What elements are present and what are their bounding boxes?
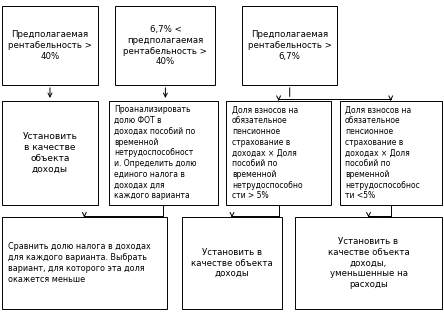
- FancyBboxPatch shape: [115, 6, 215, 85]
- FancyBboxPatch shape: [2, 6, 98, 85]
- FancyBboxPatch shape: [242, 6, 337, 85]
- FancyBboxPatch shape: [226, 101, 331, 205]
- Text: Доля взносов на
обязательное
пенсионное
страхование в
доходах × Доля
пособий по
: Доля взносов на обязательное пенсионное …: [345, 105, 420, 200]
- Text: Сравнить долю налога в доходах
для каждого варианта. Выбрать
вариант, для которо: Сравнить долю налога в доходах для каждо…: [8, 243, 151, 284]
- FancyBboxPatch shape: [109, 101, 218, 205]
- FancyBboxPatch shape: [295, 217, 442, 309]
- Text: 6,7% <
предполагаемая
рентабельность >
40%: 6,7% < предполагаемая рентабельность > 4…: [123, 25, 207, 66]
- FancyBboxPatch shape: [182, 217, 282, 309]
- Text: Предполагаемая
рентабельность >
6,7%: Предполагаемая рентабельность > 6,7%: [248, 31, 332, 61]
- FancyBboxPatch shape: [340, 101, 442, 205]
- Text: Проанализировать
долю ФОТ в
доходах пособий по
временной
нетрудоспособност
и. Оп: Проанализировать долю ФОТ в доходах посо…: [114, 105, 197, 200]
- Text: Предполагаемая
рентабельность >
40%: Предполагаемая рентабельность > 40%: [8, 31, 92, 61]
- Text: Установить в
качестве объекта
доходы: Установить в качестве объекта доходы: [191, 248, 273, 278]
- Text: Доля взносов на
обязательное
пенсионное
страхование в
доходах × Доля
пособий по
: Доля взносов на обязательное пенсионное …: [232, 105, 302, 200]
- Text: Установить
в качестве
объекта
доходы: Установить в качестве объекта доходы: [23, 132, 77, 173]
- FancyBboxPatch shape: [2, 217, 166, 309]
- Text: Установить в
качестве объекта
доходы,
уменьшенные на
расходы: Установить в качестве объекта доходы, ум…: [328, 237, 409, 289]
- FancyBboxPatch shape: [2, 101, 98, 205]
